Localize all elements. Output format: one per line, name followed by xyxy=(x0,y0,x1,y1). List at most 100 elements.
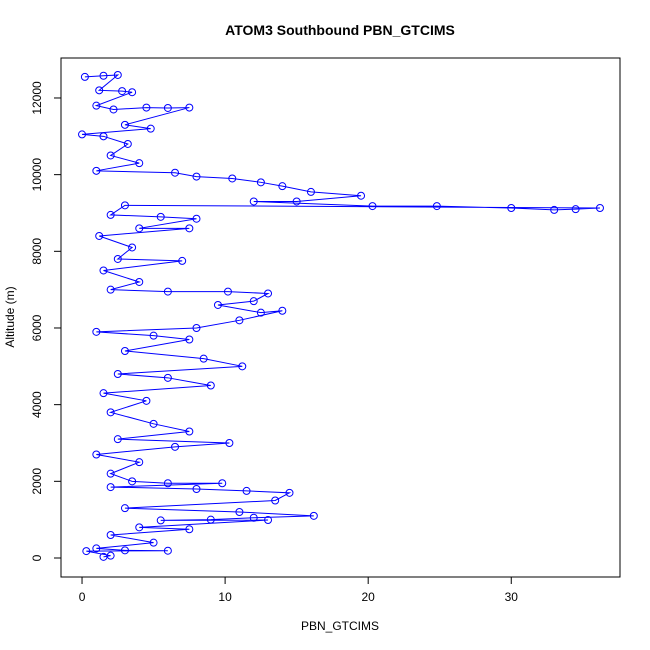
data-point xyxy=(163,287,172,296)
data-point xyxy=(99,389,108,398)
data-point xyxy=(185,525,194,534)
data-point xyxy=(225,438,234,447)
data-point xyxy=(120,346,129,355)
data-point xyxy=(238,362,247,371)
data-point xyxy=(113,254,122,263)
data-point xyxy=(149,538,158,547)
data-point xyxy=(92,544,101,553)
data-point xyxy=(163,479,172,488)
data-point xyxy=(120,120,129,129)
data-point xyxy=(106,483,115,492)
x-tick-label: 30 xyxy=(505,590,519,604)
data-point xyxy=(278,182,287,191)
data-point xyxy=(235,507,244,516)
data-point xyxy=(249,513,258,522)
data-point xyxy=(99,266,108,275)
data-point xyxy=(113,70,122,79)
data-point xyxy=(178,256,187,265)
data-point xyxy=(595,203,604,212)
data-point xyxy=(128,477,137,486)
y-axis-label: Altitude (m) xyxy=(3,286,17,347)
data-point xyxy=(113,435,122,444)
data-point xyxy=(95,231,104,240)
data-point xyxy=(206,381,215,390)
data-point xyxy=(278,306,287,315)
data-point xyxy=(163,373,172,382)
data-point xyxy=(156,516,165,525)
data-point xyxy=(171,168,180,177)
data-point xyxy=(242,486,251,495)
data-point xyxy=(185,427,194,436)
data-point xyxy=(135,458,144,467)
y-tick-label: 0 xyxy=(30,554,44,561)
data-point xyxy=(249,197,258,206)
data-point xyxy=(507,203,516,212)
data-point xyxy=(92,166,101,175)
data-line xyxy=(81,74,600,558)
data-point xyxy=(213,300,222,309)
data-point xyxy=(128,88,137,97)
data-point xyxy=(271,496,280,505)
data-point xyxy=(306,187,315,196)
data-point xyxy=(368,202,377,211)
data-point xyxy=(163,103,172,112)
data-point xyxy=(309,511,318,520)
data-point xyxy=(228,174,237,183)
data-point xyxy=(120,546,129,555)
data-point xyxy=(80,72,89,81)
data-point xyxy=(78,130,87,139)
data-point xyxy=(118,87,127,96)
data-point xyxy=(199,354,208,363)
data-point xyxy=(120,504,129,513)
data-point xyxy=(156,212,165,221)
data-point xyxy=(120,201,129,210)
data-point xyxy=(99,132,108,141)
data-point xyxy=(82,547,91,556)
data-point xyxy=(185,224,194,233)
data-point xyxy=(128,243,137,252)
data-point xyxy=(135,277,144,286)
data-point xyxy=(285,488,294,497)
data-point xyxy=(163,546,172,555)
y-tick-label: 2000 xyxy=(30,468,44,495)
data-point xyxy=(92,327,101,336)
data-point xyxy=(192,323,201,332)
data-point xyxy=(292,197,301,206)
data-point xyxy=(113,369,122,378)
data-point xyxy=(223,287,232,296)
data-point xyxy=(256,308,265,317)
data-point xyxy=(185,335,194,344)
data-point xyxy=(135,523,144,532)
chart-title: ATOM3 Southbound PBN_GTCIMS xyxy=(225,22,455,38)
data-point xyxy=(256,178,265,187)
y-tick-label: 4000 xyxy=(30,391,44,418)
data-point xyxy=(106,469,115,478)
data-point xyxy=(235,316,244,325)
data-point xyxy=(264,289,273,298)
x-tick-label: 0 xyxy=(79,590,86,604)
data-point xyxy=(264,516,273,525)
x-axis-label: PBN_GTCIMS xyxy=(301,619,379,633)
data-point xyxy=(185,103,194,112)
data-point xyxy=(135,224,144,233)
data-point xyxy=(92,450,101,459)
data-point xyxy=(106,210,115,219)
data-point xyxy=(149,331,158,340)
data-point xyxy=(123,139,132,148)
data-point xyxy=(99,552,108,561)
data-point xyxy=(106,530,115,539)
data-point xyxy=(146,124,155,133)
data-point xyxy=(149,419,158,428)
data-point xyxy=(142,396,151,405)
data-point xyxy=(550,205,559,214)
data-point xyxy=(171,442,180,451)
data-point xyxy=(106,408,115,417)
data-point xyxy=(92,101,101,110)
data-point xyxy=(192,214,201,223)
data-point xyxy=(95,86,104,95)
data-point xyxy=(106,151,115,160)
data-point xyxy=(99,71,108,80)
y-tick-label: 6000 xyxy=(30,314,44,341)
